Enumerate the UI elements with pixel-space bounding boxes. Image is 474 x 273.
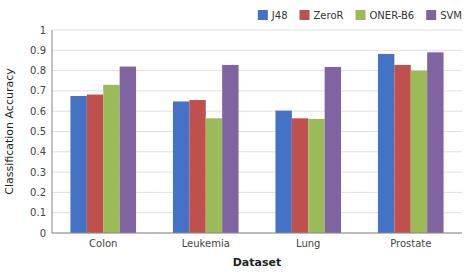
y-axis-title: Classification Accuracy [3,68,16,195]
bar [173,101,189,233]
bar [378,54,394,233]
chart-container: 0 0.1 0.2 0.3 0.4 0.5 0.6 0.7 0.8 0.9 1 Colon Leukem… [0,0,474,273]
x-tick-label: Prostate [390,238,431,249]
bar [427,52,443,233]
grid-line [52,233,462,234]
y-tick-label: 0.3 [30,167,46,178]
y-tick-label: 0.7 [30,85,46,96]
y-tick-label: 0.8 [30,65,46,76]
y-tick-label: 0.6 [30,106,46,117]
legend-swatch [258,10,268,20]
y-tick-label: 0.4 [30,146,46,157]
legend-label: ZeroR [314,10,344,21]
bar [70,96,86,233]
bar [120,67,136,233]
bar [275,111,291,233]
legend-label: SVM [440,10,462,21]
bar [189,100,205,233]
bar [308,119,324,233]
legend-item: SVM [426,10,462,21]
x-axis-title: Dataset [233,256,282,269]
y-tick-label: 1 [40,25,46,36]
y-tick-label: 0.1 [30,207,46,218]
y-tick-label: 0.9 [30,45,46,56]
x-tick-label: Leukemia [182,238,230,249]
bar [411,71,427,233]
legend-item: ZeroR [300,10,344,21]
legend-label: J48 [271,10,288,21]
y-tick-label: 0 [40,228,46,239]
bar [206,118,222,233]
legend-swatch [355,10,365,20]
y-tick-label: 0.2 [30,187,46,198]
legend-label: ONER-B6 [369,10,414,21]
y-tick-label: 0.5 [30,126,46,137]
bar [292,118,308,233]
legend: J48 ZeroR ONER-B6 SVM [258,10,462,21]
bar [87,95,103,233]
bar [222,65,238,233]
legend-item: ONER-B6 [355,10,414,21]
x-tick-label: Lung [296,238,320,249]
x-tick-label: Colon [89,238,117,249]
bars [70,52,443,233]
grid-line [52,50,462,51]
grid [52,30,462,233]
legend-swatch [300,10,310,20]
x-axis-line [52,233,462,234]
y-axis-line [52,30,53,233]
bar [103,85,119,233]
legend-swatch [426,10,436,20]
grid-line [52,30,462,31]
bar [394,65,410,233]
chart: 0 0.1 0.2 0.3 0.4 0.5 0.6 0.7 0.8 0.9 1 Colon Leukem… [0,0,474,273]
bar [325,67,341,233]
legend-item: J48 [258,10,288,21]
